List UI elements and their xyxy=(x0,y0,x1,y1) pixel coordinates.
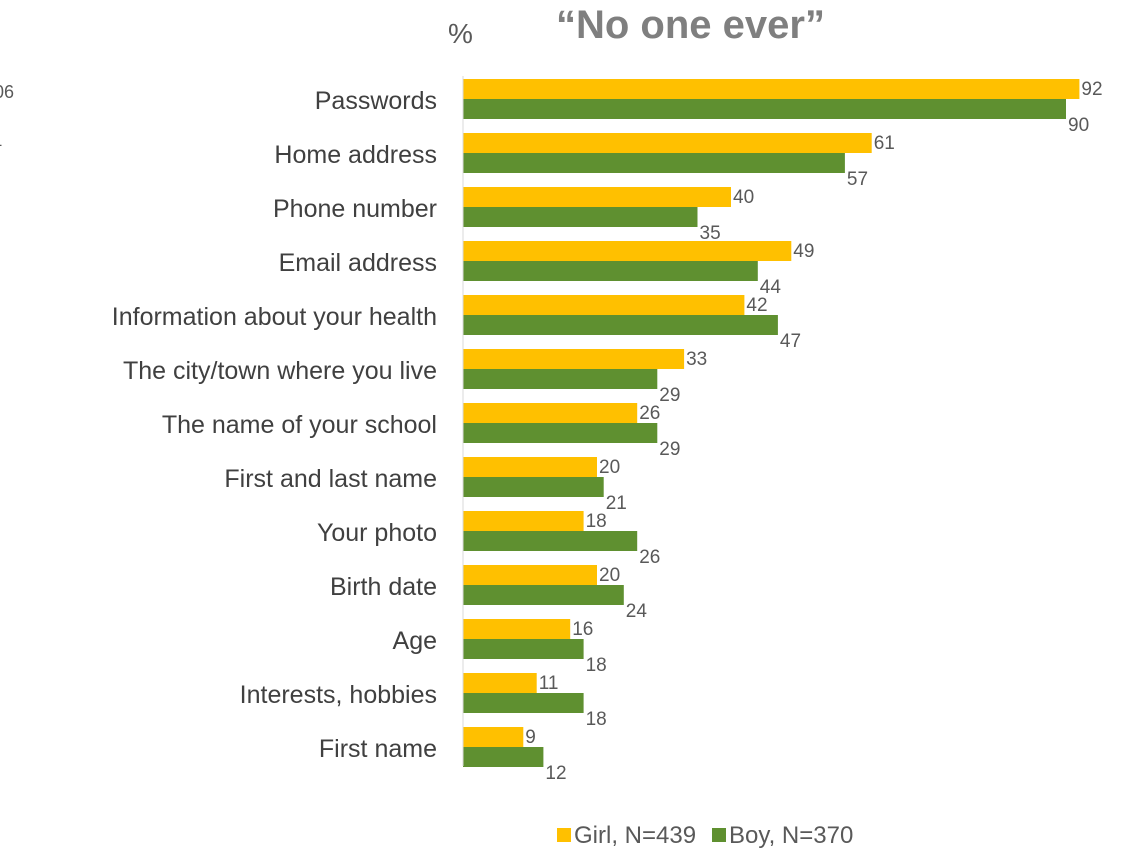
data-label-boy: 29 xyxy=(659,385,680,406)
category-label: The city/town where you live xyxy=(123,357,437,385)
bar-boy xyxy=(463,423,658,443)
legend: Girl, N=439 Boy, N=370 xyxy=(557,822,853,849)
bar-girl xyxy=(463,133,872,153)
data-label-boy: 29 xyxy=(659,439,680,460)
category-label: Your photo xyxy=(317,519,437,547)
data-label-boy: 44 xyxy=(760,277,782,298)
data-label-girl: 18 xyxy=(586,511,607,532)
bar-girl xyxy=(463,511,584,531)
data-label-boy: 47 xyxy=(780,331,801,352)
bar-girl xyxy=(463,727,524,747)
category-label: Phone number xyxy=(273,195,437,223)
data-label-boy: 18 xyxy=(586,655,607,676)
edge-fragment-1: 06 xyxy=(0,82,14,102)
data-label-girl: 33 xyxy=(686,349,707,370)
bar-girl xyxy=(463,187,731,207)
category-label: First and last name xyxy=(224,465,437,493)
edge-fragment-2: 4 xyxy=(0,133,2,153)
data-label-girl: 26 xyxy=(639,403,660,424)
bar-boy xyxy=(463,639,584,659)
plot-area: Passwords 92 90 Home address 61 57 Phone numbe… xyxy=(112,79,1103,784)
category-label: The name of your school xyxy=(162,411,437,439)
category-label: Email address xyxy=(279,249,437,277)
category-label: First name xyxy=(319,735,437,763)
bar-girl xyxy=(463,79,1080,99)
bar-boy xyxy=(463,531,638,551)
bar-boy xyxy=(463,261,758,281)
bar-girl xyxy=(463,457,597,477)
bar-boy xyxy=(463,99,1066,119)
category-label: Age xyxy=(393,627,437,655)
category-label: Interests, hobbies xyxy=(240,681,437,709)
legend-label-girl: Girl, N=439 xyxy=(574,822,696,849)
bar-boy xyxy=(463,585,624,605)
data-label-boy: 57 xyxy=(847,169,868,190)
data-label-girl: 16 xyxy=(572,619,593,640)
category-label: Information about your health xyxy=(112,303,437,331)
bar-boy xyxy=(463,477,604,497)
data-label-girl: 20 xyxy=(599,565,620,586)
category-label: Birth date xyxy=(330,573,437,601)
data-label-girl: 40 xyxy=(733,187,754,208)
bar-boy xyxy=(463,693,584,713)
data-label-girl: 9 xyxy=(525,727,536,748)
unit-label: % xyxy=(448,18,473,49)
data-label-girl: 11 xyxy=(539,673,559,694)
data-label-boy: 90 xyxy=(1068,115,1089,136)
bar-girl xyxy=(463,403,638,423)
bar-boy xyxy=(463,747,544,767)
bar-boy xyxy=(463,369,658,389)
category-label: Passwords xyxy=(315,87,437,115)
bar-boy xyxy=(463,315,778,335)
bar-girl xyxy=(463,619,571,639)
chart-title: “No one ever” xyxy=(556,3,825,47)
legend-swatch-boy xyxy=(712,828,726,842)
data-label-boy: 24 xyxy=(626,601,648,622)
data-label-girl: 49 xyxy=(793,241,814,262)
data-label-girl: 92 xyxy=(1081,79,1102,100)
bar-girl xyxy=(463,241,792,261)
bar-boy xyxy=(463,153,845,173)
data-label-girl: 42 xyxy=(746,295,767,316)
data-label-boy: 26 xyxy=(639,547,660,568)
legend-swatch-girl xyxy=(557,828,571,842)
bar-boy xyxy=(463,207,698,227)
category-label: Home address xyxy=(274,141,437,169)
data-label-boy: 18 xyxy=(586,709,607,730)
bar-girl xyxy=(463,349,685,369)
data-label-girl: 20 xyxy=(599,457,620,478)
legend-label-boy: Boy, N=370 xyxy=(729,822,853,849)
data-label-boy: 21 xyxy=(606,493,627,514)
data-label-boy: 35 xyxy=(700,223,721,244)
bar-girl xyxy=(463,295,745,315)
bar-girl xyxy=(463,673,537,693)
data-label-boy: 12 xyxy=(545,763,566,784)
bar-girl xyxy=(463,565,597,585)
data-label-girl: 61 xyxy=(874,133,895,154)
